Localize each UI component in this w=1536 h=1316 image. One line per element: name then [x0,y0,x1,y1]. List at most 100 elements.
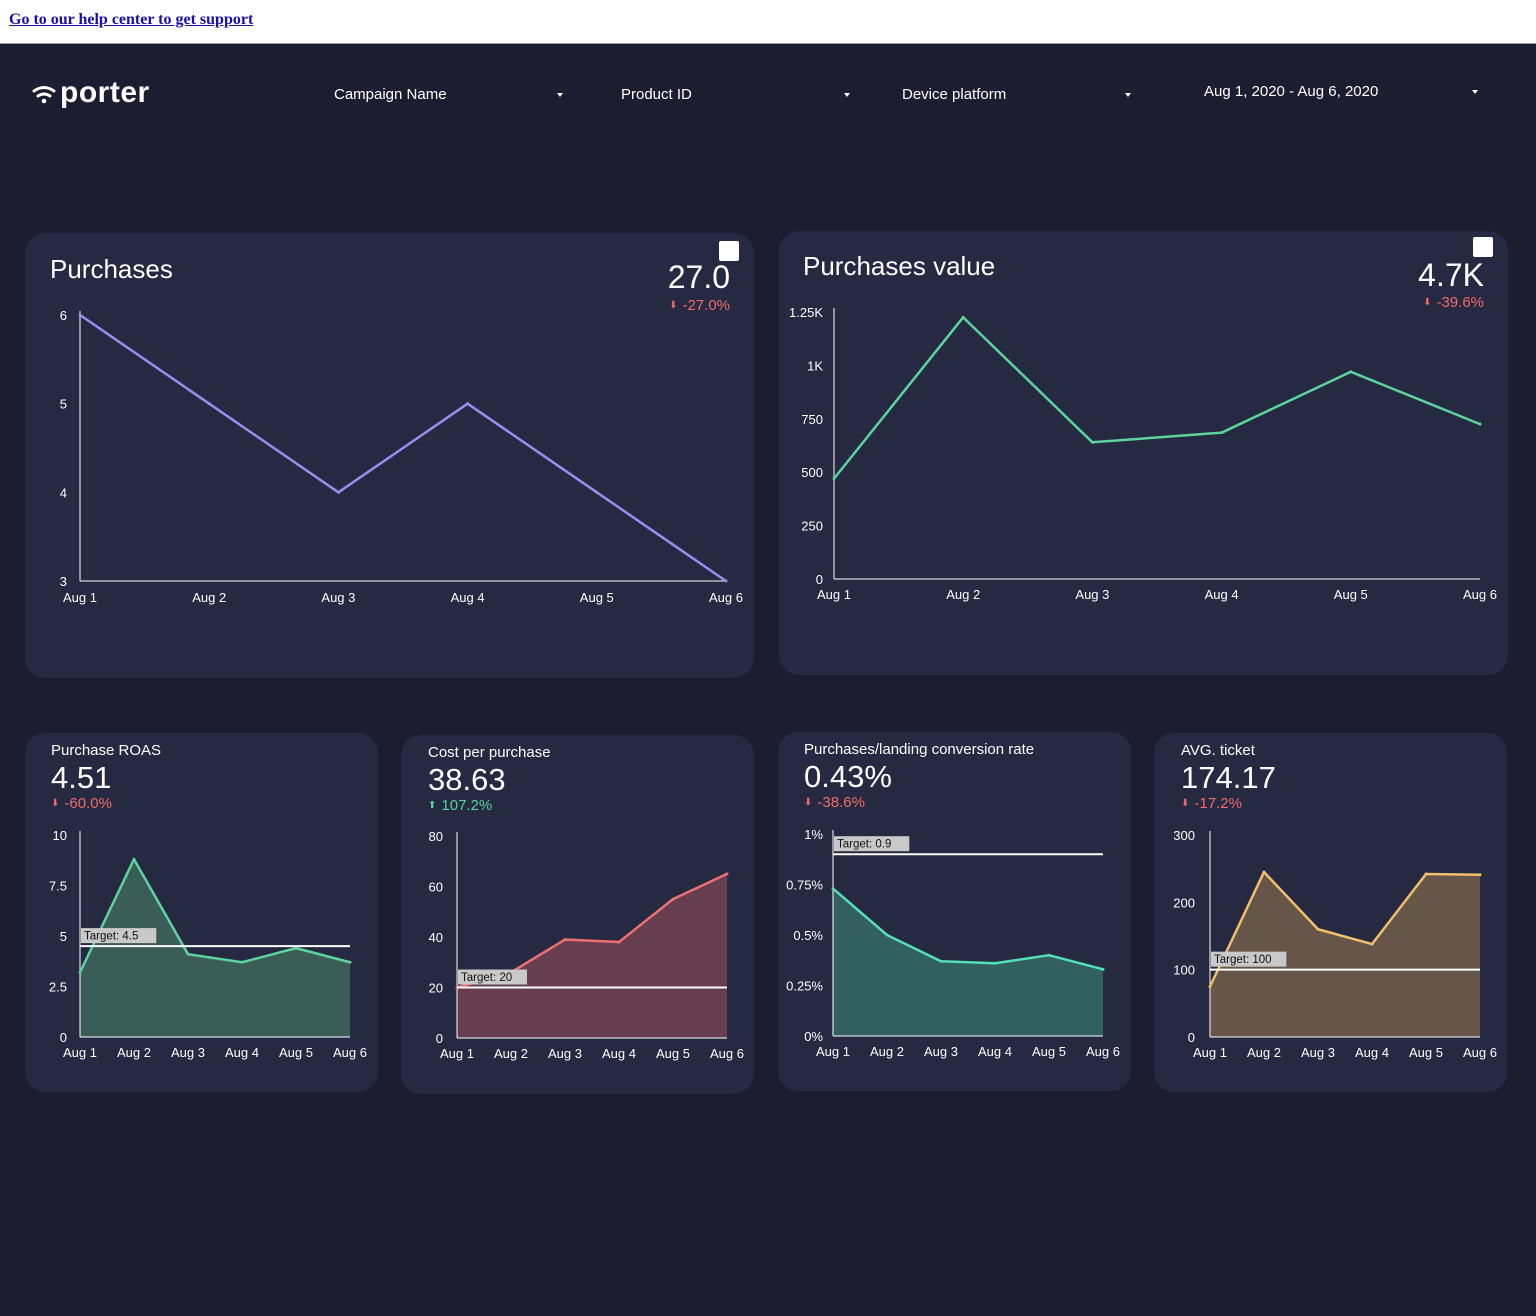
series-line [1208,870,1481,988]
target-label-bg [1211,951,1287,967]
x-tick-label: Aug 2 [946,587,980,602]
x-tick-label: Aug 5 [279,1045,313,1060]
x-tick-label: Aug 5 [656,1046,690,1061]
series-line [832,887,1104,971]
date-range-picker[interactable]: Aug 1, 2020 - Aug 6, 2020 [1204,83,1478,100]
x-tick-label: Aug 3 [1075,587,1109,602]
y-tick-label: 0% [804,1029,823,1044]
purchases-chart: 3 4 5 6 Aug 1 Aug 2 Aug 3 Aug 4 Aug 5 Aug 6 [60,308,743,605]
porter-logo: porter [32,76,150,110]
data-point [1220,431,1224,435]
data-point [1478,422,1482,426]
purchases-card: Purchases 27.0 ⬇ -27.0% [25,233,754,678]
data-point [725,872,729,876]
x-tick-label: Aug 1 [1193,1045,1227,1060]
x-tick-label: Aug 5 [580,590,614,605]
kpi-delta-value: -17.2% [1194,795,1242,812]
target-label: Target: 100 [1214,954,1272,966]
y-tick-label: 0.25% [786,979,823,994]
y-tick-label: 20 [429,981,443,996]
data-point [939,959,943,963]
series-line [79,313,727,583]
data-point [617,940,621,944]
y-tick-label: 300 [1173,828,1195,843]
x-tick-label: Aug 2 [494,1046,528,1061]
data-point [294,946,298,950]
purchases-value-card: Purchases value 4.7K ⬇ -39.6% [779,231,1508,675]
product-id-filter[interactable]: Product ID [621,86,850,103]
checkbox[interactable] [719,241,739,261]
y-tick-label: 1K [807,358,823,373]
roas-chart: 0 2.5 5 7.5 10 Aug 1 Aug 2 Aug 3 Aug 4 Aug 5 Aug 6… [49,828,367,1060]
data-point [595,490,599,494]
series-line [833,316,1481,480]
data-point [240,960,244,964]
x-tick-label: Aug 2 [870,1044,904,1059]
chevron-down-icon [557,92,563,97]
x-tick-label: Aug 3 [924,1044,958,1059]
x-tick-label: Aug 6 [333,1045,367,1060]
campaign-name-filter[interactable]: Campaign Name [334,86,563,103]
kpi-delta-value: 107.2% [441,797,493,814]
data-point [1090,440,1094,444]
y-tick-label: 0.5% [793,928,823,943]
kpi-delta: ⬇ -38.6% [804,794,865,811]
y-tick-label: 40 [429,930,443,945]
x-tick-label: Aug 4 [225,1045,259,1060]
wifi-icon [32,86,56,104]
arrow-up-icon: ⬆ [428,800,437,811]
y-tick-label: 500 [801,465,823,480]
chevron-down-icon [844,92,850,97]
y-tick-label: 80 [429,829,443,844]
y-tick-label: 3 [60,574,67,589]
checkbox[interactable] [1473,237,1493,257]
area-fill [1210,872,1480,1037]
data-point [1478,873,1482,877]
x-tick-label: Aug 5 [1032,1044,1066,1059]
data-point [671,897,675,901]
chevron-down-icon [1472,89,1478,94]
x-tick-label: Aug 4 [978,1044,1012,1059]
kpi-value: 174.17 [1181,760,1276,795]
purchases_value-chart: 0 250 500 750 1K 1.25K Aug 1 Aug 2 Aug 3 Aug 4 Aug… [789,305,1497,602]
area-fill [80,859,350,1037]
ticket-chart: 0 100 200 300 Aug 1 Aug 2 Aug 3 Aug 4 Aug 5 Aug 6… [1173,828,1497,1060]
target-label: Target: 20 [461,972,512,984]
x-tick-label: Aug 4 [1205,587,1239,602]
data-point [885,933,889,937]
x-tick-label: Aug 4 [1355,1045,1389,1060]
data-point [466,402,470,406]
data-point [207,402,211,406]
card-title: AVG. ticket [1181,742,1255,759]
y-tick-label: 250 [801,519,823,534]
arrow-down-icon: ⬇ [804,797,813,808]
target-label: Target: 4.5 [84,931,138,943]
y-tick-label: 0 [816,572,823,587]
y-tick-label: 0 [60,1030,67,1045]
conv-chart: 0% 0.25% 0.5% 0.75% 1% Aug 1 Aug 2 Aug 3 Aug 4 Au… [786,827,1120,1059]
x-tick-label: Aug 5 [1334,587,1368,602]
card-title: Purchase ROAS [51,742,162,759]
data-point [1047,953,1051,957]
x-tick-label: Aug 3 [1301,1045,1335,1060]
data-point [348,960,352,964]
help-center-link[interactable]: Go to our help center to get support [9,11,254,28]
data-point [1262,870,1266,874]
data-point [993,961,997,965]
card-title: Purchases value [803,251,996,281]
kpi-delta-value: -27.0% [682,297,730,314]
y-tick-label: 5 [60,397,67,412]
device-platform-filter[interactable]: Device platform [902,86,1131,103]
x-tick-label: Aug 1 [63,590,97,605]
x-tick-label: Aug 1 [817,587,851,602]
arrow-down-icon: ⬇ [1181,798,1190,809]
x-tick-label: Aug 1 [816,1044,850,1059]
data-point [961,315,965,319]
y-tick-label: 5 [60,929,67,944]
kpi-value: 0.43% [804,759,892,794]
x-tick-label: Aug 4 [602,1046,636,1061]
kpi-delta-value: -60.0% [64,795,112,812]
chevron-down-icon [1125,92,1131,97]
support-bar: Go to our help center to get support [0,0,1536,44]
data-point [186,952,190,956]
